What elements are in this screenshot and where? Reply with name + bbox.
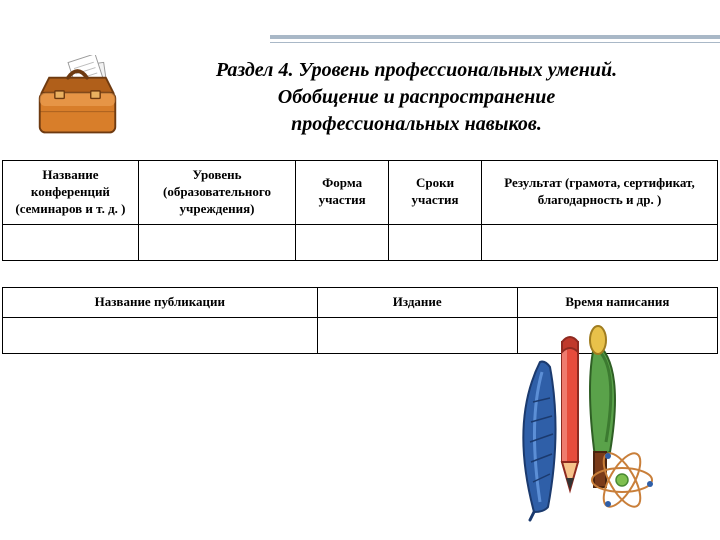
- col-header: Название публикации: [3, 287, 318, 317]
- top-rule: [270, 35, 720, 43]
- table-header-row: Название конференций (семинаров и т. д. …: [3, 161, 718, 225]
- table-cell: [317, 317, 517, 353]
- col-header: Результат (грамота, сертификат, благодар…: [482, 161, 718, 225]
- leaf-icon: [590, 326, 615, 487]
- table-cell: [3, 317, 318, 353]
- col-header: Название конференций (семинаров и т. д. …: [3, 161, 139, 225]
- col-header: Сроки участия: [389, 161, 482, 225]
- col-header: Форма участия: [296, 161, 389, 225]
- slide-header: Раздел 4. Уровень профессиональных умени…: [0, 0, 720, 150]
- table-row: [3, 224, 718, 260]
- table-cell: [138, 224, 295, 260]
- table-cell: [482, 224, 718, 260]
- stationery-icon: [500, 312, 660, 522]
- table-cell: [3, 224, 139, 260]
- title-line-3: профессиональных навыков.: [291, 113, 542, 135]
- title-line-1: Раздел 4. Уровень профессиональных умени…: [216, 59, 617, 81]
- pencil-icon: [562, 337, 578, 490]
- col-header: Уровень (образовательного учреждения): [138, 161, 295, 225]
- table-cell: [296, 224, 389, 260]
- feather-icon: [523, 362, 555, 520]
- table-cell: [389, 224, 482, 260]
- slide-title: Раздел 4. Уровень профессиональных умени…: [143, 57, 690, 138]
- conferences-table: Название конференций (семинаров и т. д. …: [2, 160, 718, 261]
- col-header: Издание: [317, 287, 517, 317]
- briefcase-icon: [30, 55, 125, 140]
- title-line-2: Обобщение и распространение: [278, 86, 555, 108]
